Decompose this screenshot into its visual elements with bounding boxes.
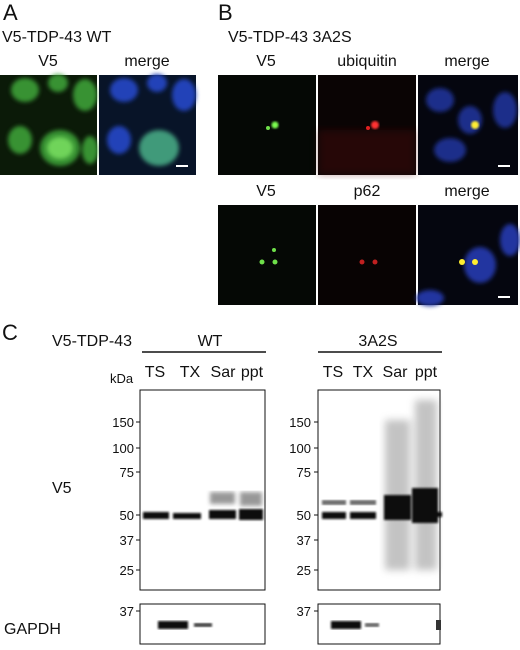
marker-label: 75 bbox=[297, 465, 311, 480]
marker-label: 37 bbox=[297, 533, 311, 548]
blot bbox=[139, 603, 266, 645]
micrograph bbox=[318, 205, 416, 305]
channel-label: V5 bbox=[256, 53, 276, 70]
panel-title: V5-TDP-43 3A2S bbox=[228, 29, 352, 46]
lane-label: TS bbox=[323, 364, 343, 381]
blot-label: V5 bbox=[52, 480, 72, 497]
marker-label: 25 bbox=[297, 563, 311, 578]
marker-label: 100 bbox=[112, 441, 134, 456]
blot bbox=[139, 389, 266, 591]
blot bbox=[317, 603, 441, 645]
panel-title: V5-TDP-43 WT bbox=[2, 29, 112, 46]
channel-label: merge bbox=[444, 183, 489, 200]
marker-label: 75 bbox=[120, 465, 134, 480]
panel-letter: A bbox=[3, 0, 18, 25]
group-label: WT bbox=[198, 333, 223, 350]
marker-label: 37 bbox=[120, 604, 134, 619]
marker-label: 150 bbox=[112, 415, 134, 430]
lane-label: ppt bbox=[415, 364, 438, 381]
micrograph bbox=[0, 74, 98, 175]
channel-label: p62 bbox=[354, 183, 381, 200]
micrograph bbox=[218, 205, 316, 305]
channel-label: V5 bbox=[38, 53, 58, 70]
micrograph bbox=[418, 75, 518, 175]
group-label: 3A2S bbox=[358, 333, 397, 350]
blot-label: GAPDH bbox=[4, 621, 61, 638]
micrograph bbox=[318, 75, 416, 175]
marker-label: 37 bbox=[120, 533, 134, 548]
marker-label: 100 bbox=[289, 441, 311, 456]
channel-label: V5 bbox=[256, 183, 276, 200]
lane-label: TX bbox=[180, 364, 201, 381]
lane-label: ppt bbox=[241, 364, 264, 381]
lane-label: Sar bbox=[383, 364, 409, 381]
lane-label: TS bbox=[145, 364, 165, 381]
lane-label: Sar bbox=[211, 364, 237, 381]
panel-letter: C bbox=[2, 320, 18, 345]
panel-letter: B bbox=[218, 0, 233, 25]
channel-label: ubiquitin bbox=[337, 53, 397, 70]
lane-label: TX bbox=[353, 364, 374, 381]
marker-label: 37 bbox=[297, 604, 311, 619]
unit-label: kDa bbox=[110, 371, 134, 386]
channel-label: merge bbox=[444, 53, 489, 70]
marker-label: 25 bbox=[120, 563, 134, 578]
marker-label: 50 bbox=[297, 508, 311, 523]
micrograph bbox=[416, 205, 520, 306]
blot bbox=[317, 389, 442, 591]
micrograph bbox=[218, 75, 316, 175]
construct-label: V5-TDP-43 bbox=[52, 333, 132, 350]
micrograph bbox=[99, 74, 196, 175]
marker-label: 150 bbox=[289, 415, 311, 430]
channel-label: merge bbox=[124, 53, 169, 70]
marker-label: 50 bbox=[120, 508, 134, 523]
